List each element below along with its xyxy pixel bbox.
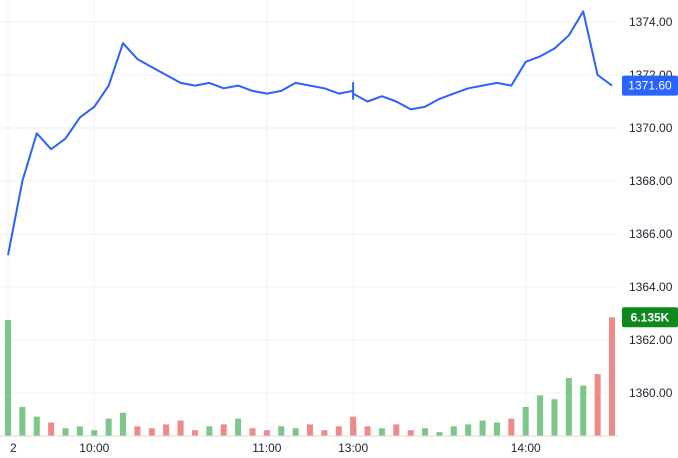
last-volume-label: 6.135K bbox=[631, 310, 670, 324]
volume-bar bbox=[48, 422, 55, 436]
volume-bar bbox=[608, 317, 616, 436]
volume-bar bbox=[493, 422, 500, 436]
x-tick-label: 10:00 bbox=[79, 441, 109, 455]
volume-bar bbox=[364, 426, 371, 436]
volume-bar bbox=[522, 406, 529, 436]
volume-bar bbox=[249, 428, 256, 436]
last-value-badges: 1371.60 6.135K bbox=[622, 75, 678, 328]
last-volume-badge bbox=[622, 307, 678, 328]
volume-bar bbox=[306, 424, 314, 436]
volume-bar bbox=[33, 416, 40, 436]
volume-bar bbox=[62, 428, 69, 436]
volume-bar bbox=[350, 416, 357, 436]
price-line-layer bbox=[7, 10, 613, 256]
volume-bar bbox=[407, 430, 414, 436]
volume-bar bbox=[335, 426, 342, 436]
y-tick-label: 1362.00 bbox=[629, 333, 673, 347]
volume-bar bbox=[148, 428, 155, 436]
price-series-line bbox=[7, 10, 613, 256]
x-tick-label: 2 bbox=[10, 441, 17, 455]
volume-bar bbox=[594, 374, 601, 436]
volume-bar bbox=[220, 424, 227, 436]
last-price-label: 1371.60 bbox=[628, 79, 672, 93]
volume-bar bbox=[479, 420, 486, 436]
y-tick-label: 1374.00 bbox=[629, 15, 673, 29]
volume-bar bbox=[393, 424, 400, 436]
x-tick-label: 13:00 bbox=[338, 441, 368, 455]
volume-bar bbox=[163, 424, 170, 436]
volume-bar bbox=[76, 426, 83, 436]
volume-bar bbox=[508, 418, 515, 436]
volume-bar bbox=[91, 430, 98, 436]
y-tick-label: 1360.00 bbox=[629, 386, 673, 400]
volume-bar bbox=[422, 428, 429, 436]
volume-bar bbox=[321, 430, 328, 436]
y-axis: 1374.001372.001370.001368.001366.001364.… bbox=[629, 15, 673, 400]
x-axis: 2 10:00 11:00 13:00 14:00 bbox=[0, 435, 618, 455]
x-tick-label: 11:00 bbox=[252, 441, 281, 455]
volume-bar bbox=[565, 377, 572, 436]
y-tick-label: 1368.00 bbox=[629, 174, 673, 188]
volume-bars bbox=[4, 317, 616, 436]
volume-bar bbox=[206, 426, 213, 436]
volume-bar bbox=[378, 428, 385, 436]
y-tick-label: 1370.00 bbox=[629, 121, 673, 135]
volume-bar bbox=[292, 428, 299, 436]
last-price-badge bbox=[622, 75, 678, 96]
volume-bar bbox=[235, 418, 242, 436]
volume-bar bbox=[4, 319, 12, 436]
volume-bar bbox=[19, 406, 26, 436]
volume-bar bbox=[580, 385, 587, 436]
volume-bar bbox=[134, 426, 141, 436]
volume-bar bbox=[551, 399, 558, 436]
volume-bar bbox=[537, 395, 544, 436]
volume-bar bbox=[436, 432, 443, 436]
x-tick-label: 14:00 bbox=[511, 441, 541, 455]
volume-bar bbox=[278, 426, 285, 436]
y-tick-label: 1364.00 bbox=[629, 280, 673, 294]
volume-bar bbox=[450, 426, 457, 436]
volume-bar bbox=[191, 430, 198, 436]
volume-bar bbox=[465, 424, 472, 436]
volume-bar bbox=[263, 430, 270, 436]
y-tick-label: 1366.00 bbox=[629, 227, 673, 241]
volume-bar bbox=[177, 420, 184, 436]
gridlines bbox=[0, 0, 618, 436]
volume-bar bbox=[120, 412, 127, 436]
volume-bar bbox=[105, 418, 112, 436]
